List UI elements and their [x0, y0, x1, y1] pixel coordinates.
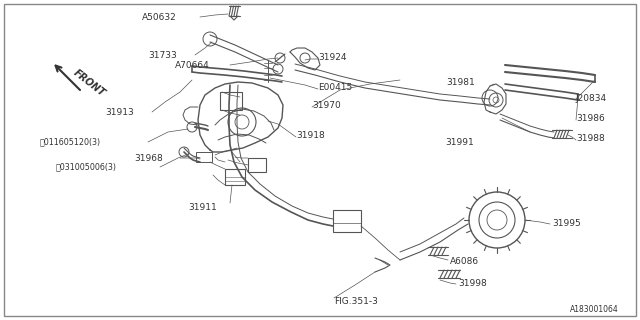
Bar [196, 152, 212, 162]
Text: ⓜ031005006(3): ⓜ031005006(3) [56, 163, 117, 172]
Text: 31913: 31913 [105, 108, 134, 116]
Text: FIG.351-3: FIG.351-3 [334, 298, 378, 307]
Bar [220, 92, 242, 110]
Text: J20834: J20834 [575, 93, 606, 102]
Bar [333, 210, 361, 232]
Text: Ⓑ011605120(3): Ⓑ011605120(3) [40, 138, 101, 147]
Text: A183001064: A183001064 [570, 306, 619, 315]
Text: A70664: A70664 [175, 60, 210, 69]
Text: 31991: 31991 [445, 138, 474, 147]
Text: 31911: 31911 [188, 203, 217, 212]
Text: E00415: E00415 [318, 83, 352, 92]
Text: FRONT: FRONT [72, 67, 108, 98]
Text: 31970: 31970 [312, 100, 340, 109]
Text: 31988: 31988 [576, 133, 605, 142]
Text: 31918: 31918 [296, 131, 324, 140]
Text: 31998: 31998 [458, 279, 487, 289]
Text: 31986: 31986 [576, 114, 605, 123]
Text: 31995: 31995 [552, 220, 580, 228]
Text: 31968: 31968 [134, 154, 163, 163]
Text: 31733: 31733 [148, 51, 177, 60]
Bar [225, 169, 245, 185]
Text: A50632: A50632 [142, 12, 177, 21]
Text: 31981: 31981 [446, 77, 475, 86]
Text: 31924: 31924 [318, 52, 346, 61]
Bar [248, 158, 266, 172]
Text: A6086: A6086 [450, 258, 479, 267]
